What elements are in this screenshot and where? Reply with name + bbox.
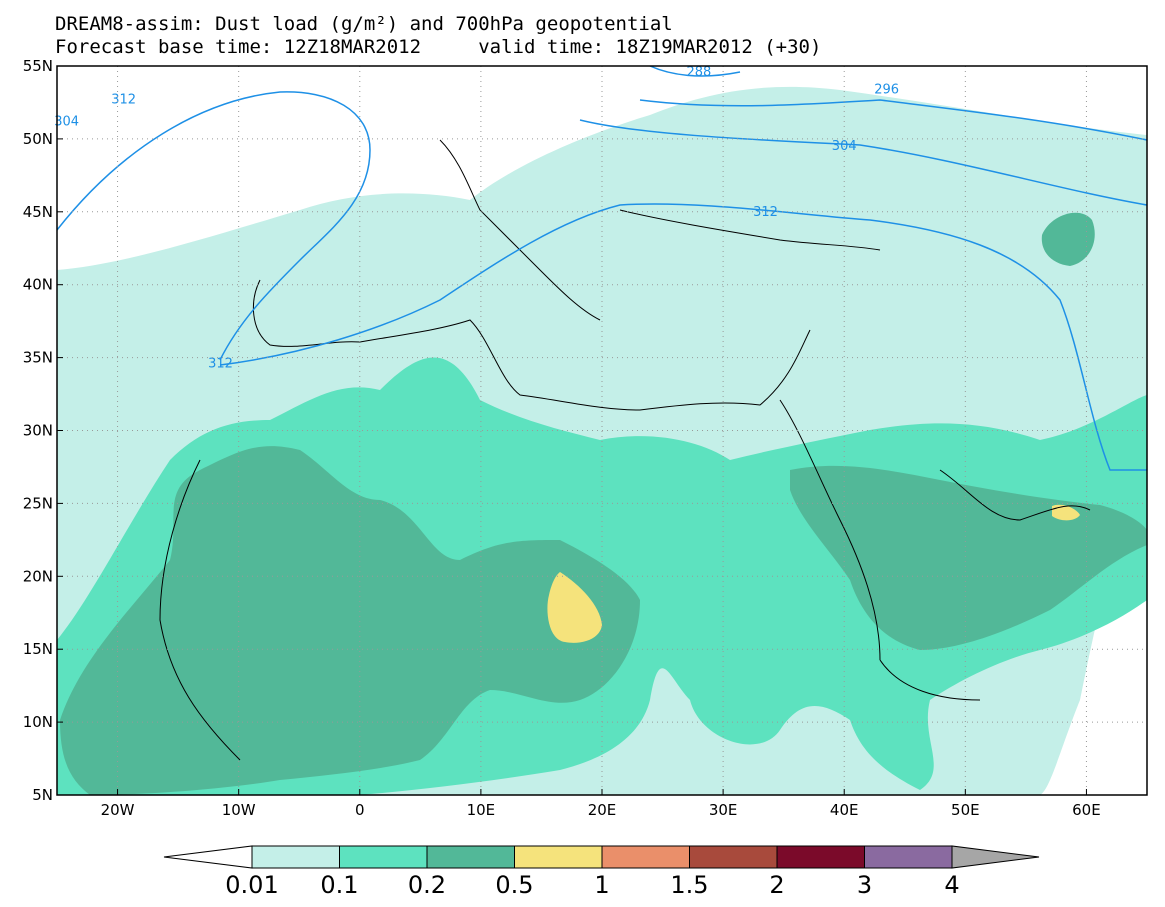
map-title: DREAM8-assim: Dust load (g/m²) and 700hP…: [55, 13, 673, 35]
lat-tick-label: 35N: [23, 349, 53, 367]
lon-tick-label: 0: [355, 801, 365, 819]
lon-tick-label: 60E: [1072, 801, 1101, 819]
colorbar-under-arrow: [163, 845, 253, 869]
colorbar-swatch: [339, 845, 428, 869]
colorbar-label: 0.01: [225, 871, 278, 899]
colorbar-label: 3: [857, 871, 872, 899]
colorbar-label: 0.5: [495, 871, 533, 899]
colorbar: 0.01 0.1 0.2 0.5 1 1.5 2 3 4: [163, 845, 1040, 899]
dust-band-0.2-west: [60, 446, 640, 795]
longitude-ticks: 20W 10W 0 10E 20E 30E 40E 50E 60E: [101, 789, 1101, 819]
map-subtitle: Forecast base time: 12Z18MAR2012 valid t…: [55, 36, 822, 58]
lon-tick-label: 30E: [709, 801, 738, 819]
colorbar-swatch: [864, 845, 953, 869]
colorbar-label: 4: [944, 871, 959, 899]
colorbar-swatch: [601, 845, 690, 869]
lon-tick-label: 10W: [222, 801, 256, 819]
contour-label: 304: [54, 114, 79, 129]
dust-patch-caspian: [1041, 212, 1095, 266]
lat-tick-label: 20N: [23, 567, 53, 585]
lat-tick-label: 25N: [23, 494, 53, 512]
lon-tick-label: 40E: [830, 801, 859, 819]
lat-tick-label: 40N: [23, 276, 53, 294]
grid: [57, 66, 1147, 795]
colorbar-swatch: [251, 845, 340, 869]
lat-tick-label: 55N: [23, 57, 53, 75]
colorbar-over-arrow: [951, 845, 1040, 869]
lat-tick-label: 10N: [23, 713, 53, 731]
lon-tick-label: 50E: [951, 801, 980, 819]
colorbar-swatch: [689, 845, 778, 869]
lat-tick-label: 15N: [23, 640, 53, 658]
colorbar-swatch: [776, 845, 865, 869]
contour-label: 288: [686, 65, 711, 80]
latitude-ticks: 55N 50N 45N 40N 35N 30N 25N 20N 15N 10N 5N: [23, 57, 63, 804]
lon-tick-label: 20W: [101, 801, 135, 819]
lon-tick-label: 20E: [588, 801, 617, 819]
colorbar-label: 0.2: [408, 871, 446, 899]
lat-tick-label: 5N: [32, 786, 53, 804]
colorbar-swatch: [426, 845, 515, 869]
geopotential-contours: [57, 66, 1147, 471]
colorbar-label: 1.5: [670, 871, 708, 899]
lat-tick-label: 45N: [23, 203, 53, 221]
dust-field: [57, 86, 1147, 795]
lat-tick-label: 30N: [23, 422, 53, 440]
colorbar-label: 0.1: [320, 871, 358, 899]
contour-label: 312: [208, 356, 233, 371]
coastlines: [159, 139, 1091, 761]
lon-tick-label: 10E: [467, 801, 496, 819]
colorbar-swatch: [514, 845, 603, 869]
colorbar-label: 1: [594, 871, 609, 899]
dust-band-0.5-oman: [1052, 504, 1080, 521]
contour-label: 312: [111, 93, 136, 108]
lat-tick-label: 50N: [23, 130, 53, 148]
dust-band-0.5-chad: [547, 572, 602, 643]
colorbar-label: 2: [769, 871, 784, 899]
contour-label: 312: [753, 205, 778, 220]
contour-label: 296: [874, 82, 899, 97]
